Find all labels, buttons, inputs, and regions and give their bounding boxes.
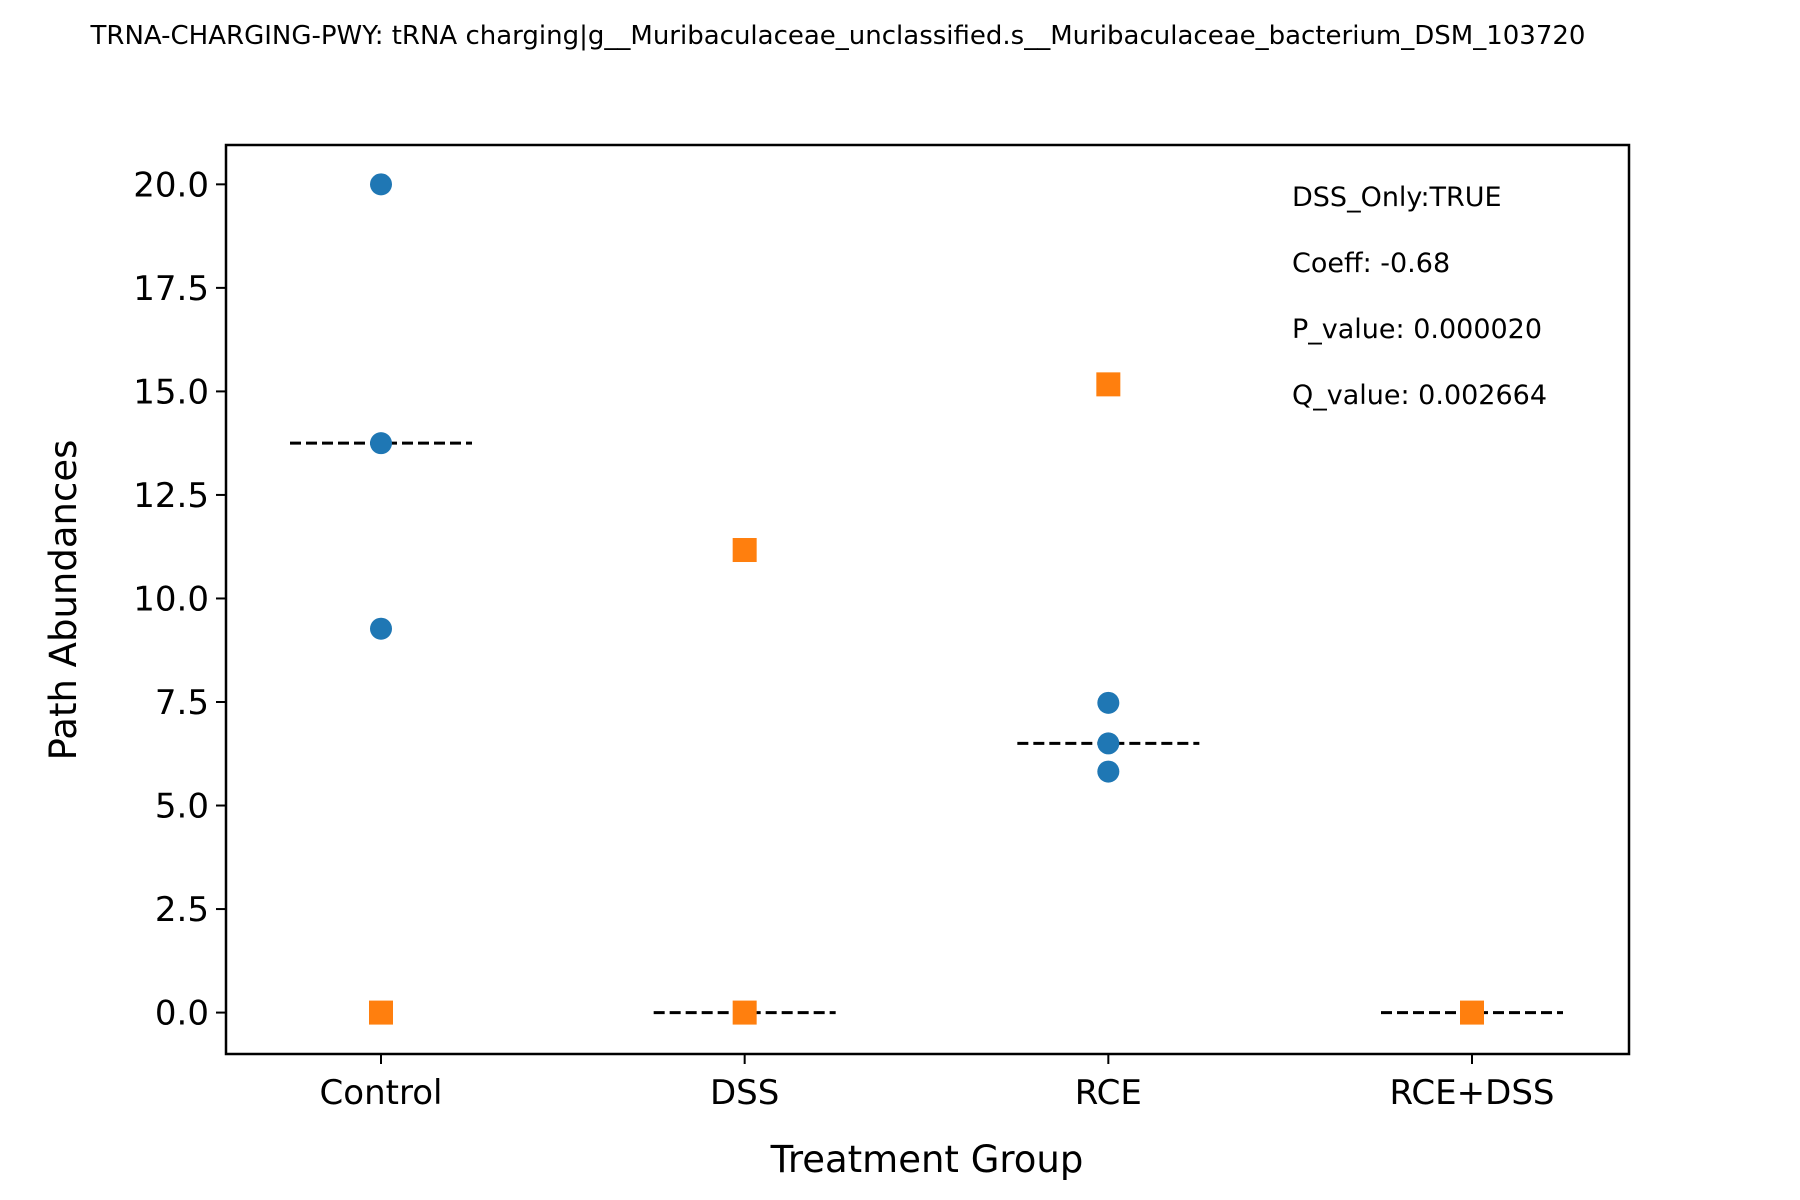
stats-annotation: DSS_Only:TRUE Coeff: -0.68 P_value: 0.0000…	[1292, 182, 1547, 411]
x-axis-title: Treatment Group	[770, 1138, 1084, 1181]
stats-annotation-line: Q_value: 0.002664	[1292, 380, 1547, 411]
data-point-square	[1096, 372, 1121, 397]
data-point-circle	[370, 173, 392, 196]
y-tick-label: 17.5	[133, 269, 209, 309]
x-tick-label: RCE	[1075, 1073, 1142, 1113]
plot-area	[290, 173, 1563, 1025]
x-tick-label: RCE+DSS	[1390, 1073, 1555, 1113]
data-point-circle	[1097, 732, 1120, 755]
data-point-square	[732, 538, 757, 563]
data-point-circle	[370, 617, 392, 640]
y-tick-label: 2.5	[155, 890, 209, 930]
chart-title: TRNA-CHARGING-PWY: tRNA charging|g__Muri…	[90, 21, 1586, 51]
y-tick-label: 0.0	[155, 994, 209, 1034]
y-tick-label: 5.0	[155, 787, 209, 827]
data-point-square	[369, 1000, 393, 1025]
x-tick-label: Control	[320, 1073, 443, 1113]
y-tick-label: 10.0	[133, 579, 209, 619]
stats-annotation-line: Coeff: -0.68	[1292, 248, 1450, 279]
plot-frame	[224, 143, 1631, 1056]
data-point-circle	[1097, 760, 1120, 783]
y-tick-label: 15.0	[133, 372, 209, 412]
data-point-square	[1460, 1000, 1484, 1025]
stats-annotation-line: P_value: 0.000020	[1292, 314, 1542, 345]
y-tick-label: 7.5	[155, 683, 209, 723]
y-axis-title: Path Abundances	[42, 440, 85, 761]
data-point-circle	[370, 432, 392, 455]
stats-annotation-line: DSS_Only:TRUE	[1292, 182, 1502, 213]
x-tick-label: DSS	[710, 1073, 779, 1113]
y-tick-label: 12.5	[133, 476, 209, 516]
data-point-circle	[1097, 691, 1120, 714]
y-tick-label: 20.0	[133, 165, 209, 205]
data-point-square	[732, 1000, 757, 1025]
